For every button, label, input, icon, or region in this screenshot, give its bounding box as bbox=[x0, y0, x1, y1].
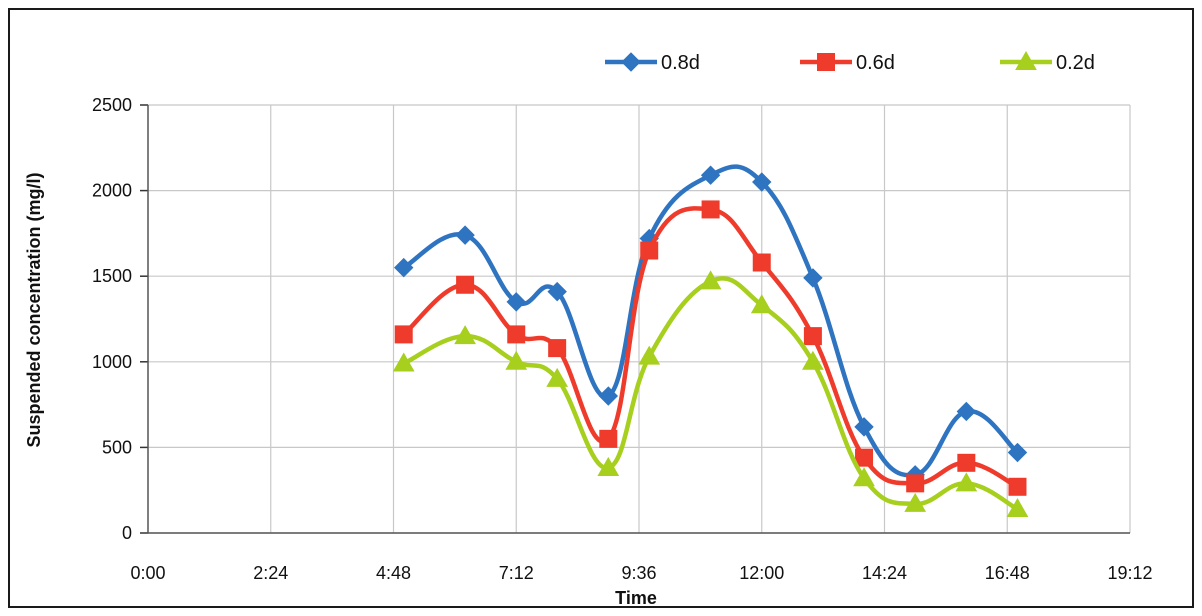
x-tick-label: 7:12 bbox=[499, 563, 534, 583]
x-tick-label: 4:48 bbox=[376, 563, 411, 583]
legend-item-0.2d: 0.2d bbox=[1000, 50, 1095, 74]
data-point-0.6d bbox=[855, 448, 874, 467]
legend-marker bbox=[1015, 50, 1037, 70]
legend: 0.8d 0.6d 0.2d bbox=[605, 50, 1095, 74]
y-tick-label: 1000 bbox=[92, 352, 132, 372]
x-tick-label: 12:00 bbox=[739, 563, 784, 583]
data-point-0.6d bbox=[803, 327, 822, 346]
data-point-0.6d bbox=[701, 200, 720, 219]
data-point-0.2d bbox=[802, 350, 824, 370]
data-point-0.2d bbox=[597, 456, 620, 476]
data-point-0.2d bbox=[546, 367, 569, 387]
series-0.2d bbox=[392, 270, 1029, 518]
x-axis-title: Time bbox=[615, 588, 657, 608]
series-0.6d bbox=[394, 200, 1027, 496]
data-point-0.2d bbox=[904, 492, 927, 512]
data-point-0.8d bbox=[752, 172, 772, 192]
legend-label: 0.2d bbox=[1056, 52, 1095, 74]
legend-item-0.6d: 0.6d bbox=[800, 52, 895, 74]
line-chart: 0:00 2:24 4:48 7:12 9:36 12:00 14:24 16:48 19:12… bbox=[24, 50, 1153, 608]
data-point-0.6d bbox=[752, 253, 771, 272]
legend-item-0.8d: 0.8d bbox=[605, 52, 700, 74]
data-point-0.8d bbox=[394, 257, 414, 278]
y-tick-label: 500 bbox=[102, 437, 132, 457]
series-layer bbox=[392, 164, 1029, 518]
data-point-0.8d bbox=[455, 225, 475, 245]
legend-label: 0.8d bbox=[661, 52, 700, 74]
data-point-0.2d bbox=[1006, 498, 1029, 518]
data-point-0.2d bbox=[638, 345, 661, 365]
data-point-0.6d bbox=[957, 453, 976, 472]
x-tick-label: 2:24 bbox=[253, 563, 288, 583]
x-tick-label: 0:00 bbox=[130, 563, 165, 583]
data-point-0.2d bbox=[392, 352, 415, 372]
legend-marker bbox=[817, 53, 835, 71]
data-point-0.8d bbox=[1007, 442, 1028, 463]
data-point-0.2d bbox=[699, 270, 722, 290]
data-point-0.8d bbox=[547, 281, 567, 302]
data-point-0.2d bbox=[454, 325, 476, 345]
data-point-0.8d bbox=[854, 417, 874, 437]
data-point-0.6d bbox=[599, 429, 618, 448]
x-tick-label: 9:36 bbox=[621, 563, 656, 583]
data-point-0.6d bbox=[456, 275, 475, 294]
legend-label: 0.6d bbox=[856, 52, 895, 74]
legend-marker bbox=[621, 52, 641, 72]
y-tick-label: 2000 bbox=[92, 181, 132, 201]
data-point-0.6d bbox=[507, 325, 526, 344]
x-tick-label: 16:48 bbox=[985, 563, 1030, 583]
y-axis-title: Suspended concentration (mg/l) bbox=[24, 172, 44, 447]
data-point-0.2d bbox=[750, 294, 773, 314]
data-point-0.2d bbox=[853, 467, 875, 487]
axis-layer: 0:00 2:24 4:48 7:12 9:36 12:00 14:24 16:48 19:12… bbox=[92, 95, 1153, 583]
data-point-0.8d bbox=[598, 386, 619, 406]
data-point-0.8d bbox=[803, 268, 823, 288]
data-point-0.8d bbox=[506, 292, 526, 312]
data-point-0.6d bbox=[1008, 477, 1027, 496]
data-point-0.8d bbox=[956, 401, 977, 422]
y-tick-label: 2500 bbox=[92, 95, 132, 115]
data-point-0.6d bbox=[906, 474, 925, 493]
y-tick-label: 0 bbox=[122, 523, 132, 543]
chart-frame: 0:00 2:24 4:48 7:12 9:36 12:00 14:24 16:48 19:12… bbox=[8, 8, 1194, 608]
x-tick-label: 19:12 bbox=[1107, 563, 1152, 583]
data-point-0.6d bbox=[640, 241, 659, 260]
y-tick-label: 1500 bbox=[92, 266, 132, 286]
data-point-0.2d bbox=[955, 472, 978, 492]
data-point-0.8d bbox=[700, 165, 721, 185]
data-point-0.6d bbox=[548, 339, 567, 358]
data-point-0.6d bbox=[394, 325, 413, 344]
x-tick-label: 14:24 bbox=[862, 563, 907, 583]
data-point-0.2d bbox=[505, 350, 528, 370]
grid-layer bbox=[148, 104, 1131, 534]
